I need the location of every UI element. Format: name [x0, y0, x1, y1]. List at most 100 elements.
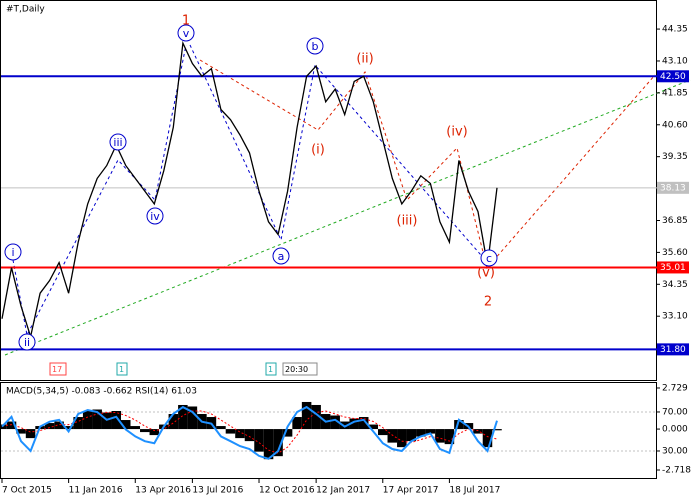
macd-bar	[44, 423, 55, 430]
macd-bar	[454, 420, 464, 430]
macd-bar	[368, 424, 379, 430]
macd-bar	[140, 429, 150, 433]
level-label: 42.50	[660, 72, 686, 82]
y-tick-label: 40.60	[662, 120, 688, 130]
macd-bar	[6, 421, 17, 430]
y-tick-label: 34.35	[662, 280, 688, 290]
wave-label: i	[11, 246, 14, 259]
macd-bar	[292, 417, 302, 430]
level-label: 38.13	[660, 183, 686, 193]
x-tick-label: 17 Apr 2017	[383, 486, 439, 496]
macd-bar	[225, 429, 236, 434]
x-tick-label: 7 Oct 2015	[2, 486, 52, 496]
macd-bar	[187, 406, 198, 430]
y-tick-label: 0.000	[662, 425, 688, 435]
event-marker	[265, 362, 277, 376]
event-marker	[116, 362, 128, 376]
wave-circle	[177, 24, 195, 42]
wave-label: v	[183, 27, 190, 40]
macd-bar	[282, 429, 293, 437]
macd-bar	[178, 404, 188, 430]
macd-bar	[16, 429, 26, 434]
wave-label: (iii)	[397, 214, 418, 229]
wave-label: a	[278, 250, 285, 263]
macd-bar	[311, 404, 321, 430]
macd-bar	[0, 424, 7, 430]
wave-circle	[480, 249, 498, 267]
wave-label: (v)	[477, 266, 495, 281]
y2-tick-label: 70.00	[662, 407, 688, 417]
wave-circle	[4, 243, 22, 261]
macd-bar	[120, 420, 131, 430]
macd-bar	[387, 429, 398, 443]
macd-bar	[482, 429, 493, 448]
y-tick-label: 43.10	[662, 56, 688, 66]
macd-bar	[82, 411, 93, 430]
macd-bar	[492, 429, 502, 431]
wave-label: b	[312, 40, 319, 53]
macd-bar	[73, 417, 83, 430]
macd-bar	[235, 429, 245, 439]
wave-label: c	[486, 252, 492, 265]
x-tick-label: 18 Jul 2017	[449, 486, 500, 496]
wave-line	[189, 44, 488, 263]
indicator-panel	[0, 382, 657, 479]
x-tick-label: 13 Apr 2016	[135, 486, 191, 496]
macd-bar	[444, 429, 455, 445]
macd-bar	[149, 429, 160, 436]
wave-circle	[109, 133, 127, 151]
rsi-line	[1, 405, 498, 460]
level-label: 31.80	[660, 345, 686, 355]
indicator-title: MACD(5,34,5) -0.083 -0.662 RSI(14) 61.03	[6, 387, 197, 397]
wave-label: (i)	[311, 143, 325, 158]
level-box	[657, 181, 689, 194]
wave-label: (ii)	[356, 52, 373, 67]
y2-tick-label: 30.00	[662, 446, 688, 456]
macd-bar	[397, 429, 407, 448]
wave-label: (iv)	[446, 125, 467, 140]
macd-bar	[435, 429, 445, 443]
y-tick-label: 41.85	[662, 88, 688, 98]
y-tick-label: 39.35	[662, 152, 688, 162]
macd-bar	[25, 429, 36, 439]
wave-label: iii	[113, 136, 122, 149]
chart-title: #T,Daily	[6, 5, 45, 15]
macd-bar	[216, 426, 226, 430]
macd-bar	[358, 417, 369, 430]
event-label: 1	[119, 365, 124, 374]
macd-bar	[244, 429, 255, 442]
wave-circle	[18, 333, 36, 351]
macd-bar	[339, 421, 350, 430]
level-box	[657, 70, 689, 83]
x-tick-label: 12 Oct 2016	[259, 486, 315, 496]
event-label: 20:30	[285, 365, 308, 374]
wave-circle	[146, 207, 164, 225]
y-tick-label: -2.718	[662, 465, 691, 475]
macd-bar	[168, 414, 179, 430]
macd-bar	[301, 401, 312, 430]
y-tick-label: 2.729	[662, 383, 688, 393]
y-tick-label: 35.60	[662, 248, 688, 258]
macd-bar	[349, 418, 359, 430]
y-tick-label: 33.10	[662, 312, 688, 322]
level-box	[657, 261, 689, 274]
wave-circle	[272, 247, 290, 265]
main-panel	[0, 0, 657, 381]
macd-bar	[254, 429, 264, 452]
wave-circle	[306, 37, 324, 55]
event-label: 1	[268, 365, 273, 374]
macd-bar	[92, 409, 102, 430]
macd-bar	[406, 429, 417, 442]
macd-bar	[330, 415, 340, 430]
signal-line	[1, 410, 498, 454]
wave-label: 1	[182, 14, 190, 29]
level-label: 35.01	[660, 263, 686, 273]
wave-label: iv	[150, 210, 160, 223]
macd-bar	[130, 426, 141, 430]
macd-bar	[63, 426, 74, 430]
macd-bar	[378, 429, 388, 436]
event-marker	[282, 362, 318, 376]
macd-bar	[473, 429, 483, 434]
event-label: 17	[52, 365, 62, 374]
